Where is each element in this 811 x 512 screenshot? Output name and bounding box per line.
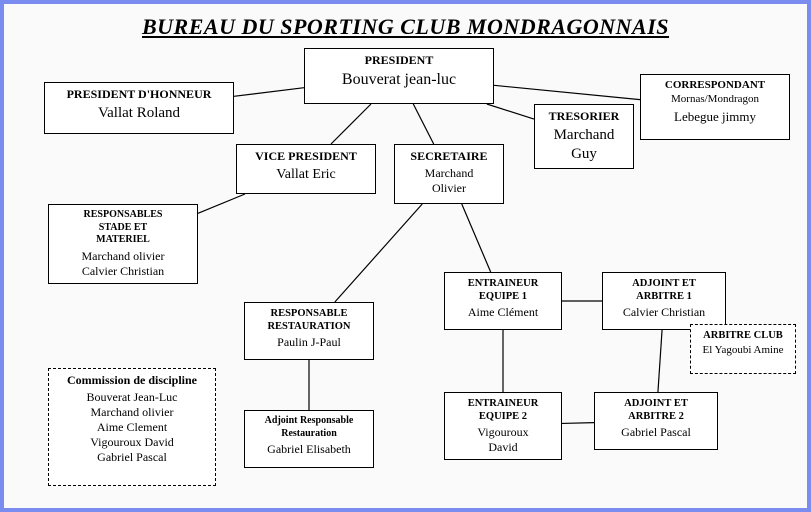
edge-president-tresorier [487,104,534,119]
edge-president-vice_president [331,104,371,144]
node-entraineur2: ENTRAINEUREQUIPE 2VigourouxDavid [444,392,562,460]
node-role: CORRESPONDANT [647,79,783,93]
org-chart-frame: BUREAU DU SPORTING CLUB MONDRAGONNAIS PR… [0,0,811,512]
node-role: TRESORIER [541,109,627,124]
node-entraineur1: ENTRAINEUREQUIPE 1 Aime Clément [444,272,562,330]
node-person: Bouverat Jean-LucMarchand olivierAime Cl… [55,390,209,465]
node-adj_restauration: Adjoint ResponsableRestauration Gabriel E… [244,410,374,468]
node-person: Paulin J-Paul [251,335,367,350]
node-president: PRESIDENT Bouverat jean-luc [304,48,494,104]
node-secretaire: SECRETAIRE MarchandOlivier [394,144,504,204]
node-role: PRESIDENT D'HONNEUR [51,87,227,102]
node-role: Commission de discipline [55,373,209,388]
node-commission: Commission de discipline Bouverat Jean-Lu… [48,368,216,486]
edge-president-secretaire [413,104,433,144]
node-person: Gabriel Pascal [601,425,711,440]
node-tresorier: TRESORIER MarchandGuy [534,104,634,169]
node-role: ADJOINT ETARBITRE 2 [601,397,711,423]
edge-adjoint1-adjoint2 [658,330,662,392]
edge-secretaire-resp_restauration [335,204,422,302]
node-role: ARBITRE CLUB [697,329,789,342]
node-person: VigourouxDavid [451,425,555,455]
node-president_honneur: PRESIDENT D'HONNEUR Vallat Roland [44,82,234,134]
node-person: Lebegue jimmy [647,109,783,125]
node-arbitre_club: ARBITRE CLUB El Yagoubi Amine [690,324,796,374]
node-resp_stade: RESPONSABLESSTADE ETMATERIELMarchand oli… [48,204,198,284]
node-role: PRESIDENT [311,53,487,68]
node-role: RESPONSABLERESTAURATION [251,307,367,333]
node-adjoint2: ADJOINT ETARBITRE 2 Gabriel Pascal [594,392,718,450]
node-role: SECRETAIRE [401,149,497,164]
node-person: Aime Clément [451,305,555,320]
edge-vice_president-resp_stade [198,194,245,213]
node-correspondant: CORRESPONDANTMornas/Mondragon Lebegue jim… [640,74,790,140]
node-person: Vallat Roland [51,104,227,123]
node-role: RESPONSABLESSTADE ETMATERIEL [55,209,191,247]
node-role: ENTRAINEUREQUIPE 1 [451,277,555,303]
node-role: ENTRAINEUREQUIPE 2 [451,397,555,423]
node-person: Bouverat jean-luc [311,70,487,90]
node-person: Calvier Christian [609,305,719,320]
node-role: Adjoint ResponsableRestauration [251,415,367,440]
node-role: VICE PRESIDENT [243,149,369,164]
edge-entraineur2-adjoint2 [562,423,594,424]
node-adjoint1: ADJOINT ETARBITRE 1 Calvier Christian [602,272,726,330]
edge-secretaire-entraineur1 [462,204,491,272]
node-role: ADJOINT ETARBITRE 1 [609,277,719,303]
edge-president-correspondant [494,85,640,99]
page-title: BUREAU DU SPORTING CLUB MONDRAGONNAIS [4,14,807,40]
node-vice_president: VICE PRESIDENT Vallat Eric [236,144,376,194]
node-subrole: Mornas/Mondragon [647,93,783,107]
node-person: El Yagoubi Amine [697,344,789,358]
node-person: MarchandOlivier [401,166,497,196]
node-resp_restauration: RESPONSABLERESTAURATION Paulin J-Paul [244,302,374,360]
node-person: Marchand olivierCalvier Christian [55,249,191,279]
node-person: MarchandGuy [541,126,627,164]
node-person: Vallat Eric [243,166,369,184]
node-person: Gabriel Elisabeth [251,442,367,457]
edge-president-president_honneur [234,88,304,97]
